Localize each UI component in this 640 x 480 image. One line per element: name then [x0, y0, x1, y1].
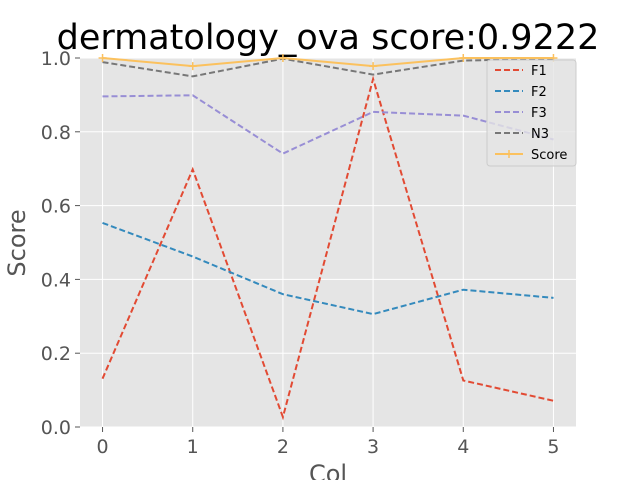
x-tick-label: 2	[277, 436, 289, 458]
x-tick-label: 1	[187, 436, 199, 458]
score-marker	[369, 62, 378, 71]
y-tick-label: 0.0	[41, 417, 71, 439]
legend-item-f2: F2	[495, 85, 547, 100]
x-tick-label: 5	[547, 436, 559, 458]
y-tick-label: 0.6	[41, 196, 71, 218]
series-line-f3	[102, 94, 554, 155]
y-tick-label: 0.2	[41, 343, 71, 365]
series-lines	[98, 54, 558, 421]
y-tick-label: 0.8	[41, 122, 71, 144]
legend-label: Score	[531, 148, 567, 163]
series-line-n3	[102, 57, 554, 78]
y-axis-label: Score	[3, 209, 31, 276]
score-marker	[98, 54, 107, 62]
x-tick-label: 0	[96, 436, 108, 458]
x-axis-label: Col	[309, 460, 347, 480]
legend-item-f3: F3	[495, 106, 547, 121]
x-tick-label: 4	[457, 436, 469, 458]
legend-label: N3	[531, 127, 549, 142]
y-tick-label: 1.0	[41, 48, 71, 70]
legend: F1 F2 F3 N3 Score	[486, 59, 577, 167]
score-marker	[188, 62, 197, 71]
series-line-f1	[101, 75, 554, 421]
x-tick-label: 3	[367, 436, 379, 458]
score-marker	[459, 54, 468, 62]
y-tick-label: 0.4	[41, 269, 71, 291]
legend-item-n3: N3	[495, 127, 549, 142]
legend-item-score: Score	[495, 148, 567, 163]
x-axis-ticks: 0 1 2 3 4 5	[96, 427, 560, 458]
legend-item-f1: F1	[495, 64, 547, 79]
legend-label: F2	[531, 85, 547, 100]
legend-label: F1	[531, 64, 547, 79]
score-marker	[278, 54, 287, 62]
y-axis-ticks: 0.0 0.2 0.4 0.6 0.8 1.0	[41, 48, 80, 439]
legend-box	[486, 59, 577, 167]
legend-label: F3	[531, 106, 547, 121]
chart-title: dermatology_ova score:0.9222	[57, 18, 600, 58]
series-line-score	[102, 56, 554, 68]
grid	[80, 57, 576, 428]
